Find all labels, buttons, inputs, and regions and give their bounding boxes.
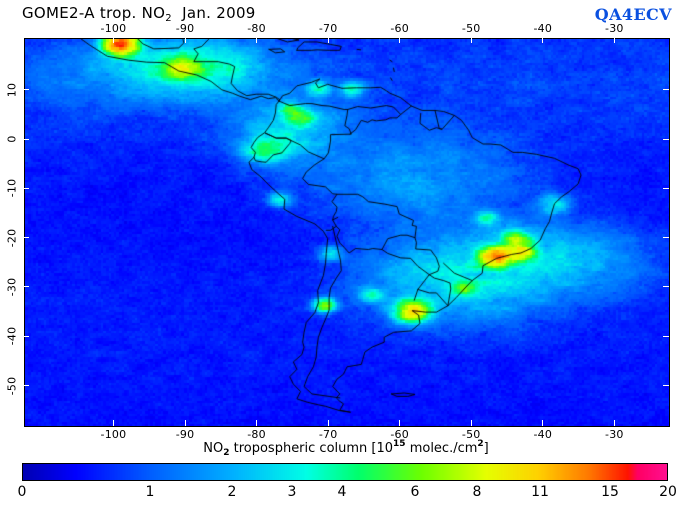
x-axis-tick-label-top: -40 bbox=[533, 22, 553, 35]
y-axis-tick-mark bbox=[663, 187, 669, 189]
y-axis-tick-mark bbox=[663, 286, 669, 288]
y-axis-tick-mark bbox=[663, 385, 669, 387]
y-axis-tick-mark bbox=[663, 89, 669, 91]
x-axis-tick-mark bbox=[327, 37, 329, 43]
y-axis-tick-mark bbox=[23, 89, 29, 91]
x-axis-tick-mark bbox=[470, 420, 472, 426]
x-axis-tick-label-bottom: -70 bbox=[318, 428, 338, 441]
x-axis-tick-mark bbox=[399, 420, 401, 426]
map-plot-area bbox=[24, 38, 670, 427]
colorbar-title-tail: molec./cm bbox=[405, 441, 478, 456]
y-axis-tick-mark bbox=[663, 335, 669, 337]
x-axis-tick-mark bbox=[613, 37, 615, 43]
x-axis-tick-mark bbox=[256, 420, 258, 426]
x-axis-tick-label-top: -70 bbox=[318, 22, 338, 35]
figure-title-instrument: GOME2-A trop. NO bbox=[22, 4, 166, 22]
colorbar-tick-label: 11 bbox=[531, 484, 549, 500]
x-axis-tick-label-top: -60 bbox=[390, 22, 409, 35]
y-axis-tick-mark bbox=[23, 237, 29, 239]
x-axis-tick-mark bbox=[542, 420, 544, 426]
colorbar-tick-label: 20 bbox=[659, 484, 677, 500]
x-axis-tick-mark bbox=[256, 37, 258, 43]
figure-title-subscript: 2 bbox=[165, 13, 172, 24]
y-axis-tick-label: 0 bbox=[5, 135, 19, 143]
y-axis-tick-mark bbox=[663, 237, 669, 239]
x-axis-tick-label-top: -80 bbox=[247, 22, 266, 35]
y-axis-tick-label: -50 bbox=[5, 376, 19, 395]
x-axis-tick-label-bottom: -30 bbox=[605, 428, 624, 441]
y-axis-tick-label: -20 bbox=[5, 228, 19, 247]
colorbar-tick-label: 1 bbox=[145, 484, 155, 500]
colorbar-title-exponent2: 2 bbox=[477, 439, 484, 449]
x-axis-tick-mark bbox=[399, 37, 401, 43]
colorbar-tick-label: 0 bbox=[17, 484, 27, 500]
x-axis-tick-label-bottom: -80 bbox=[247, 428, 266, 441]
figure-title-period: Jan. 2009 bbox=[182, 4, 256, 22]
y-axis-tick-label: 10 bbox=[5, 82, 19, 97]
colorbar-title-mid: tropospheric column [10 bbox=[229, 441, 394, 456]
x-axis-tick-label-bottom: -40 bbox=[533, 428, 553, 441]
x-axis-tick-label-top: -30 bbox=[605, 22, 624, 35]
figure-title: GOME2-A trop. NO2 Jan. 2009 bbox=[22, 4, 256, 24]
colorbar-title-close: ] bbox=[483, 441, 489, 456]
x-axis-tick-label-bottom: -60 bbox=[390, 428, 409, 441]
y-axis-tick-mark bbox=[23, 187, 29, 189]
x-axis-tick-mark bbox=[542, 37, 544, 43]
y-axis-tick-label: -10 bbox=[5, 179, 19, 198]
colorbar bbox=[22, 463, 668, 481]
x-axis-tick-mark bbox=[112, 420, 114, 426]
colorbar-title-sub: 2 bbox=[223, 448, 230, 458]
colorbar-tick-label: 8 bbox=[472, 484, 482, 500]
y-axis-tick-mark bbox=[23, 286, 29, 288]
x-axis-tick-mark bbox=[112, 37, 114, 43]
y-axis-tick-mark bbox=[23, 385, 29, 387]
y-axis-tick-label: -40 bbox=[5, 326, 19, 346]
x-axis-tick-mark bbox=[613, 420, 615, 426]
y-axis-tick-mark bbox=[663, 138, 669, 140]
colorbar-title-exponent: 15 bbox=[393, 439, 406, 449]
y-axis-tick-mark bbox=[23, 138, 29, 140]
y-axis-tick-mark bbox=[23, 335, 29, 337]
x-axis-tick-label-bottom: -100 bbox=[100, 428, 127, 441]
colorbar-tick-label: 6 bbox=[410, 484, 420, 500]
x-axis-tick-label-top: -90 bbox=[175, 22, 195, 35]
x-axis-tick-mark bbox=[470, 37, 472, 43]
y-axis-tick-label: -30 bbox=[5, 277, 19, 297]
colorbar-title: NO2 tropospheric column [1015 molec./cm2… bbox=[203, 439, 489, 458]
x-axis-tick-label-bottom: -50 bbox=[461, 428, 481, 441]
x-axis-tick-mark bbox=[184, 420, 186, 426]
x-axis-tick-label-bottom: -90 bbox=[175, 428, 195, 441]
no2-field-canvas bbox=[25, 39, 669, 426]
x-axis-tick-mark bbox=[327, 420, 329, 426]
x-axis-tick-label-top: -50 bbox=[461, 22, 481, 35]
colorbar-tick-label: 3 bbox=[287, 484, 297, 500]
colorbar-gradient bbox=[23, 464, 667, 480]
x-axis-tick-label-top: -100 bbox=[100, 22, 127, 35]
qa4ecv-logo: QA4ECV bbox=[594, 5, 672, 24]
colorbar-tick-label: 2 bbox=[227, 484, 237, 500]
x-axis-tick-mark bbox=[184, 37, 186, 43]
colorbar-tick-label: 4 bbox=[337, 484, 347, 500]
colorbar-title-species: NO bbox=[203, 441, 224, 456]
colorbar-tick-label: 15 bbox=[601, 484, 619, 500]
